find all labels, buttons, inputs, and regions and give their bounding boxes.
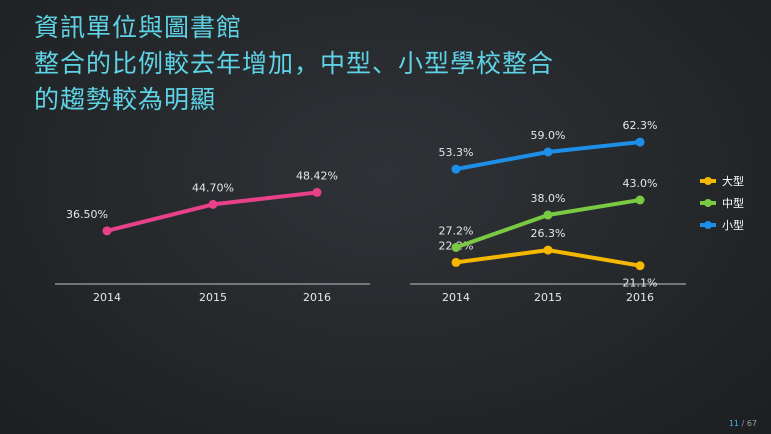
overall-trend-chart: 2014 2015 2016 36.50% 44.70% 48.42% <box>55 169 370 304</box>
data-point <box>451 257 461 267</box>
title-line-2: 整合的比例較去年增加，中型、小型學校整合 <box>34 49 555 78</box>
slide-title: 資訊單位與圖書館 整合的比例較去年增加，中型、小型學校整合 的趨勢較為明顯 <box>34 10 554 118</box>
data-label: 48.42% <box>296 169 338 182</box>
series-line <box>105 190 319 233</box>
data-point <box>451 242 461 252</box>
data-label: 62.3% <box>623 119 658 132</box>
data-label: 44.70% <box>192 181 234 194</box>
data-label: 26.3% <box>531 227 566 240</box>
legend-item: 中型 <box>700 196 744 210</box>
legend-item: 小型 <box>700 218 744 232</box>
legend-swatch-dot <box>704 177 712 185</box>
page-number: 11 / 67 <box>729 419 757 428</box>
data-point <box>543 147 553 157</box>
x-tick-label: 2015 <box>199 291 227 304</box>
legend-item: 大型 <box>700 174 744 188</box>
page-current: 11 <box>728 419 740 428</box>
legend-swatch-dot <box>704 221 712 229</box>
data-point <box>208 199 218 209</box>
data-point <box>312 187 322 197</box>
data-point <box>451 164 461 174</box>
x-tick-label: 2015 <box>534 291 562 304</box>
x-tick-label: 2016 <box>303 291 331 304</box>
legend-swatch-dot <box>704 199 712 207</box>
page-total: 67 <box>746 419 757 428</box>
data-label: 27.2% <box>439 224 474 237</box>
data-label: 43.0% <box>623 177 658 190</box>
data-point <box>102 226 112 236</box>
data-point <box>635 261 645 271</box>
title-line-3: 的趨勢較為明顯 <box>34 85 217 114</box>
series-line <box>454 198 642 250</box>
data-label: 38.0% <box>531 192 566 205</box>
data-point <box>543 245 553 255</box>
school-size-chart: 20142015201622.2%26.3%21.1%27.2%38.0%43.… <box>410 119 744 304</box>
data-point <box>635 137 645 147</box>
x-tick-label: 2014 <box>442 291 470 304</box>
data-label: 59.0% <box>531 129 566 142</box>
data-point <box>543 210 553 220</box>
legend-label: 大型 <box>722 174 744 188</box>
legend-label: 中型 <box>722 196 744 210</box>
data-point <box>635 195 645 205</box>
x-tick-label: 2014 <box>93 291 121 304</box>
data-label: 53.3% <box>439 146 474 159</box>
legend-label: 小型 <box>722 218 744 232</box>
title-line-1: 資訊單位與圖書館 <box>34 13 243 42</box>
page-separator: / <box>741 419 745 428</box>
x-tick-label: 2016 <box>626 291 654 304</box>
data-label: 36.50% <box>66 208 108 221</box>
data-label: 21.1% <box>623 277 658 290</box>
